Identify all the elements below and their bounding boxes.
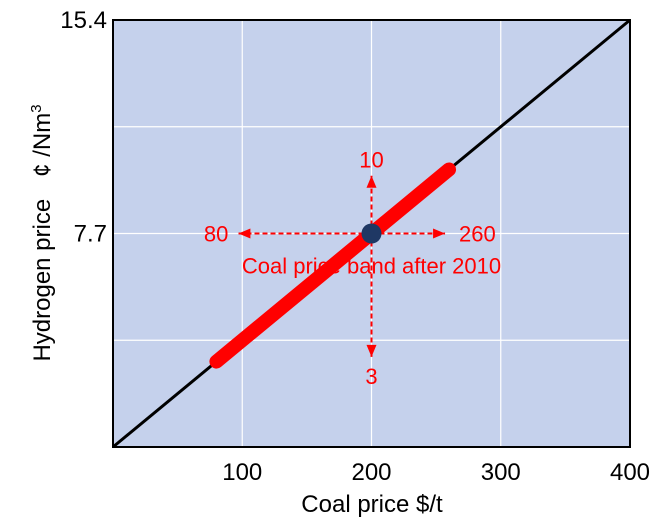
x-tick-labels: 100 200 300 400 [222,459,650,486]
y-tick-labels: 7.7 15.4 [60,7,107,248]
current-price-point [361,223,382,244]
y-axis-title-unit: ¢ /Nm [29,113,56,177]
y-axis-title-unit-sup: 3 [28,104,45,112]
annotations-group: 80 260 10 3 Coal price band after 2010 [204,148,501,389]
annotation-band-label: Coal price band after 2010 [242,254,501,279]
plot-frame [112,19,631,448]
annotation-label-260: 260 [459,222,496,247]
y-tick-label: 7.7 [74,221,107,248]
annotation-label-10: 10 [359,148,383,173]
annotation-label-80: 80 [204,222,228,247]
y-tick-label: 15.4 [60,7,107,34]
arrow-up-head [366,175,377,188]
x-tick-label: 400 [610,459,650,486]
svg-text:Hydrogen price¢ /Nm3: Hydrogen price ¢ /Nm3 [28,104,56,361]
annotation-label-3: 3 [365,364,377,389]
arrow-left-head [238,228,251,239]
x-tick-label: 200 [351,459,391,486]
arrow-down-head [366,344,377,357]
arrow-right-head [433,228,446,239]
x-tick-label: 100 [222,459,262,486]
y-axis-title: Hydrogen price ¢ /Nm3 [28,104,56,361]
series-line-coal-band [209,162,457,369]
x-axis-title: Coal price $/t [301,491,443,518]
y-axis-title-main: Hydrogen price [29,199,56,362]
x-tick-label: 300 [481,459,521,486]
